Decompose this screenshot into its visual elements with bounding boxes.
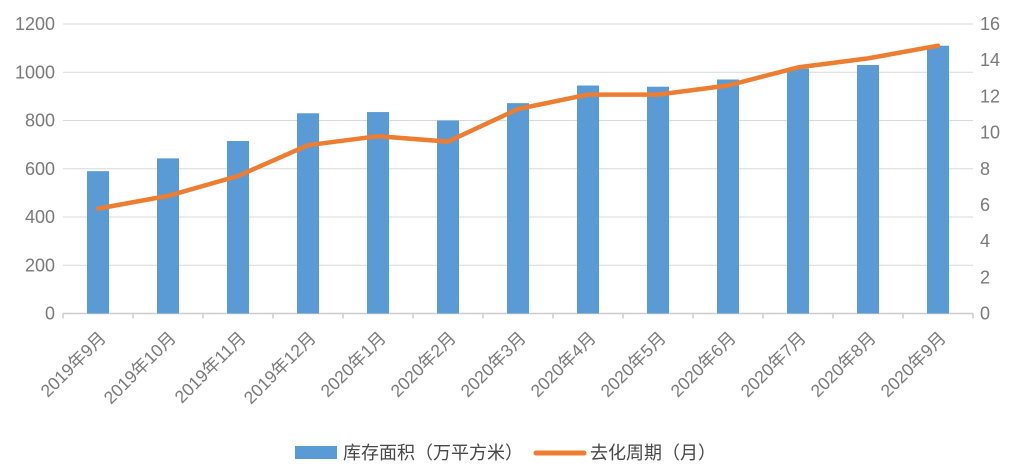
right-axis-tick-label: 12 [980, 86, 1000, 106]
legend-bar-swatch [295, 446, 337, 459]
bar [507, 103, 529, 314]
x-axis-line [62, 312, 974, 319]
legend: 库存面积（万平方米） 去化周期（月） [295, 443, 716, 463]
right-axis-tick-label: 0 [980, 304, 990, 324]
left-axis-tick-label: 0 [45, 304, 55, 324]
x-axis-category-label: 2020年2月 [387, 328, 460, 401]
x-axis-category-label: 2020年4月 [527, 328, 600, 401]
x-axis-category-label: 2019年11月 [171, 328, 250, 407]
right-axis-tick-labels: 0 2 4 6 8 10 12 14 16 [980, 14, 1000, 324]
bar [857, 65, 879, 314]
bar [437, 120, 459, 314]
x-axis-category-label: 2019年9月 [37, 328, 110, 401]
x-axis-category-label: 2019年10月 [100, 328, 180, 408]
right-axis-tick-label: 10 [980, 123, 1000, 143]
bar [87, 171, 109, 314]
bar [577, 85, 599, 314]
right-axis-tick-label: 2 [980, 267, 990, 287]
x-axis-category-label: 2020年3月 [457, 328, 530, 401]
x-axis-category-labels: 2019年9月2019年10月2019年11月2019年12月2020年1月20… [37, 328, 950, 408]
right-axis-tick-label: 6 [980, 195, 990, 215]
bar [647, 86, 669, 314]
bar [227, 141, 249, 314]
left-axis-tick-label: 200 [25, 255, 55, 275]
right-axis-tick-label: 16 [980, 14, 1000, 34]
x-axis-category-label: 2020年6月 [667, 328, 740, 401]
bar [367, 112, 389, 314]
x-axis-category-label: 2020年8月 [807, 328, 880, 401]
x-axis-category-label: 2020年1月 [317, 328, 390, 401]
bar [157, 158, 179, 314]
legend-bar-label: 库存面积（万平方米） [343, 443, 523, 463]
left-axis-tick-label: 800 [25, 111, 55, 131]
left-axis-tick-labels: 0 200 400 600 800 1000 1200 [15, 14, 55, 324]
right-axis-tick-label: 4 [980, 231, 990, 251]
bar-series-inventory-area [87, 45, 949, 314]
right-axis-tick-label: 14 [980, 50, 1000, 70]
x-axis-category-label: 2020年9月 [877, 328, 950, 401]
left-axis-tick-label: 1200 [15, 14, 55, 34]
bar [927, 45, 949, 314]
bar [717, 79, 739, 314]
x-axis-category-label: 2019年12月 [240, 328, 320, 408]
left-axis-tick-label: 600 [25, 159, 55, 179]
legend-line-label: 去化周期（月） [590, 443, 716, 463]
bar [297, 113, 319, 314]
bar [787, 68, 809, 314]
x-axis-category-label: 2020年7月 [737, 328, 810, 401]
left-axis-tick-label: 1000 [15, 62, 55, 82]
x-axis-category-label: 2020年5月 [597, 328, 670, 401]
right-axis-tick-label: 8 [980, 159, 990, 179]
left-axis-tick-label: 400 [25, 207, 55, 227]
line-series-destocking-cycle [95, 43, 941, 211]
